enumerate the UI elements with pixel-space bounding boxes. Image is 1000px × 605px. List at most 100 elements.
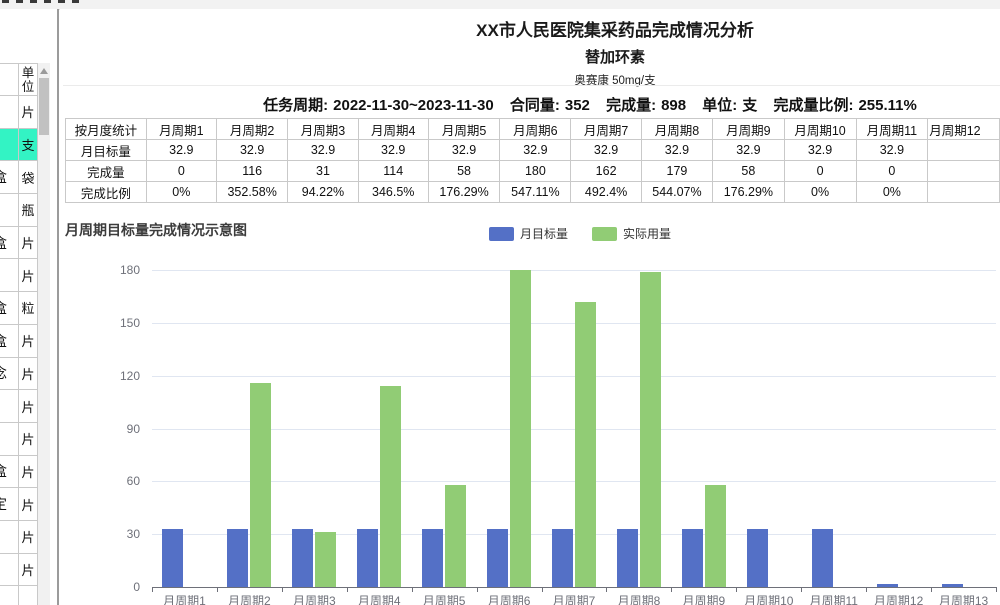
table-cell: 116 — [215, 160, 289, 182]
table-cell: 0% — [783, 181, 857, 203]
table-cell: 32.9 — [427, 139, 501, 161]
clipped-cell[interactable] — [0, 96, 19, 129]
unit-cell[interactable]: 片 — [19, 226, 38, 260]
drug-spec: 奥赛康 50mg/支 — [574, 75, 656, 87]
unit-row: 片 — [0, 390, 38, 423]
unit-column: 单位片支盒袋瓶盒片片盒粒盒片念片片片盒片定片片片 — [0, 63, 38, 605]
axis-tick — [476, 587, 478, 592]
clipped-cell[interactable] — [0, 194, 19, 227]
table-cell: 32.9 — [357, 139, 429, 161]
unit-cell[interactable]: 片 — [19, 455, 38, 489]
chart-title: 月周期目标量完成情况示意图 — [65, 222, 247, 238]
unit-cell[interactable]: 片 — [19, 259, 38, 293]
clipped-cell[interactable]: 盒 — [0, 226, 19, 260]
panel-divider — [57, 9, 59, 605]
table-cell: 58 — [427, 160, 501, 182]
unit-row: 片 — [0, 259, 38, 293]
table-cell: 0 — [855, 160, 929, 182]
legend-label: 月目标量 — [519, 227, 568, 241]
target-bar — [162, 529, 184, 587]
clipped-cell[interactable] — [0, 520, 19, 554]
unit-cell[interactable]: 片 — [19, 357, 38, 391]
table-cell: 0% — [145, 181, 217, 203]
legend-item[interactable]: 月目标量 — [488, 225, 568, 242]
unit-cell[interactable]: 片 — [19, 324, 38, 358]
clipped-cell[interactable] — [0, 422, 19, 456]
unit-cell[interactable]: 片 — [19, 520, 38, 554]
unit-cell[interactable]: 支 — [19, 128, 38, 162]
unit-cell[interactable]: 片 — [19, 390, 38, 423]
axis-tick — [866, 587, 868, 592]
gridline — [152, 428, 996, 430]
clipped-cell[interactable] — [0, 553, 19, 587]
unit-row: 片 — [0, 520, 38, 554]
x-axis-tick-label: 月周期8 — [617, 594, 661, 605]
x-axis-tick-label: 月周期9 — [682, 594, 726, 605]
unit-cell[interactable]: 袋 — [19, 161, 38, 195]
unit-cell[interactable]: 片 — [19, 422, 38, 456]
clipped-cell[interactable]: 定 — [0, 488, 19, 521]
table-cell: 32.9 — [215, 139, 289, 161]
header-separator — [63, 85, 1000, 86]
unit-cell[interactable]: 片 — [19, 488, 38, 521]
target-bar — [292, 529, 314, 587]
clipped-cell[interactable] — [0, 128, 19, 162]
table-header-row: 按月度统计 月周期1 月周期2 月周期3 月周期4 月周期5 月周期6 月周期7 月周期8 月周期… — [65, 118, 1000, 140]
unit-header-row: 单位 — [0, 63, 38, 96]
table-cell: 32.9 — [570, 139, 642, 161]
completion-ratio: 完成量比例: 255.11% — [773, 97, 917, 114]
actual-bar — [315, 532, 337, 587]
table-row: 完成比例 0% 352.58% 94.22% 346.5% 176.29% 547.11% 4… — [65, 181, 1000, 203]
target-bar — [941, 584, 963, 587]
legend-swatch — [488, 226, 514, 241]
scrollbar-thumb[interactable] — [39, 78, 49, 135]
unit-column-header: 单位 — [19, 64, 38, 96]
unit-cell[interactable]: 瓶 — [19, 194, 38, 227]
x-axis-tick-label: 月周期11 — [809, 594, 858, 605]
unit-cell[interactable]: 片 — [19, 553, 38, 587]
legend-item[interactable]: 实际用量 — [592, 225, 671, 242]
chart-legend: 月目标量 实际用量 — [60, 225, 1000, 242]
x-axis-tick-label: 月周期2 — [228, 594, 271, 605]
target-bar — [616, 529, 638, 587]
period-header-cell: 月周期1 — [145, 118, 217, 140]
clipped-toolbar-text — [2, 0, 82, 3]
target-bar — [746, 529, 768, 587]
x-axis-tick-label: 月周期10 — [744, 594, 794, 605]
scroll-up-icon[interactable] — [40, 68, 48, 74]
clipped-cell[interactable]: 盒 — [0, 455, 19, 489]
axis-tick — [931, 587, 933, 592]
y-axis-tick-label: 60 — [126, 474, 140, 489]
unit-cell[interactable]: 粒 — [19, 292, 38, 325]
target-bar — [422, 529, 444, 587]
y-axis-tick-label: 180 — [119, 263, 140, 277]
clipped-cell[interactable] — [0, 64, 19, 96]
unit-cell[interactable] — [19, 586, 38, 605]
table-cell: 32.9 — [145, 139, 217, 161]
unit-row: 片 — [0, 553, 38, 587]
unit-row: 瓶 — [0, 194, 38, 227]
table-cell: 0% — [855, 181, 929, 203]
clipped-cell[interactable]: 念 — [0, 357, 19, 391]
period-header-cell: 月周期3 — [287, 118, 359, 140]
target-bar — [227, 529, 249, 587]
actual-bar — [575, 301, 596, 587]
clipped-cell[interactable]: 盒 — [0, 161, 19, 195]
table-cell: 32.9 — [287, 139, 359, 161]
clipped-cell[interactable] — [0, 390, 19, 423]
table-cell: 32.9 — [499, 139, 572, 161]
clipped-cell[interactable] — [0, 259, 19, 293]
target-bar — [876, 584, 898, 587]
vertical-scrollbar[interactable] — [38, 63, 50, 605]
x-axis-tick-label: 月周期6 — [487, 594, 531, 605]
gridline — [152, 375, 996, 377]
target-bar — [681, 529, 703, 587]
clipped-cell[interactable]: 盒 — [0, 324, 19, 358]
unit-row — [0, 586, 38, 605]
unit-cell[interactable]: 片 — [19, 96, 38, 129]
clipped-cell[interactable] — [0, 586, 19, 605]
period-header-cell: 月周期8 — [640, 118, 714, 140]
x-axis-tick-label: 月周期1 — [163, 594, 206, 605]
clipped-cell[interactable]: 盒 — [0, 292, 19, 325]
gridline — [152, 481, 996, 483]
